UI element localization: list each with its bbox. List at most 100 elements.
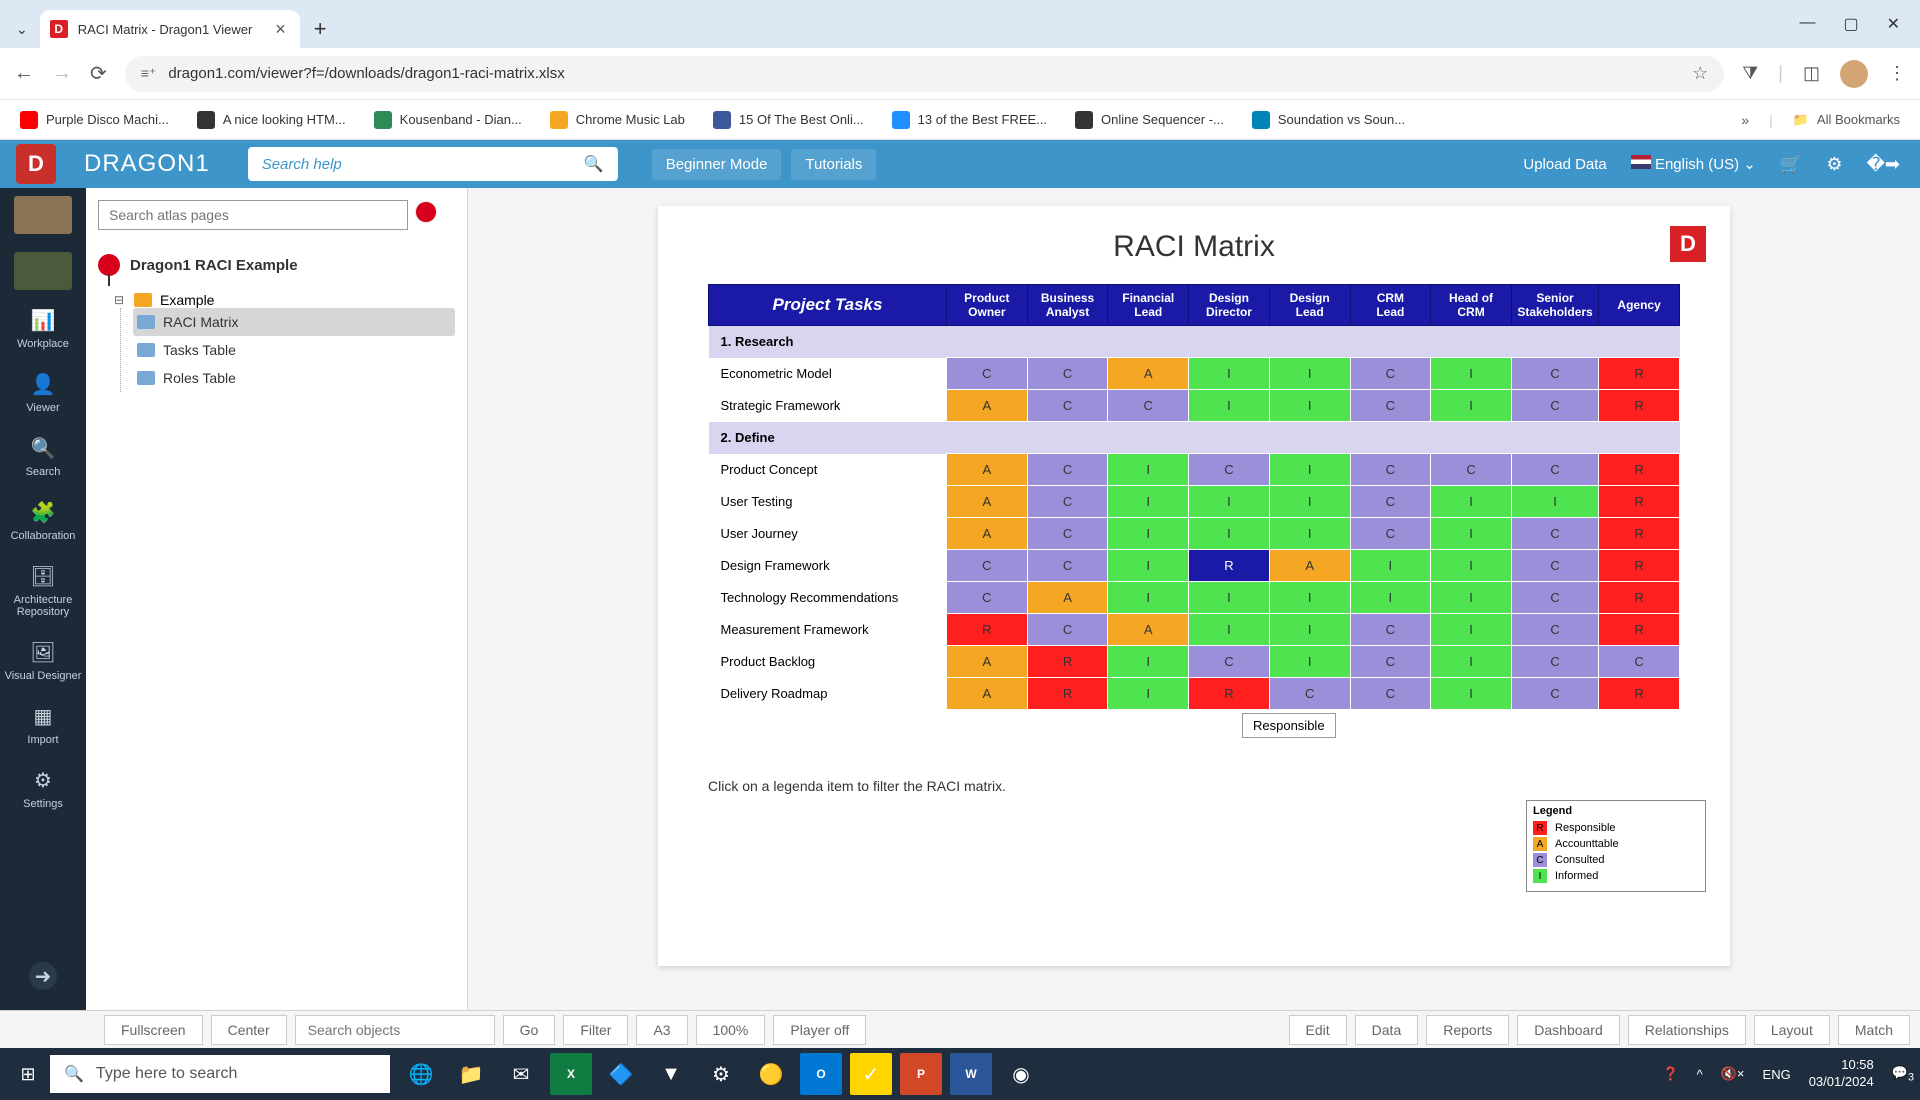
raci-cell[interactable]: C: [1108, 390, 1189, 422]
raci-cell[interactable]: C: [1350, 678, 1431, 710]
rail-import[interactable]: ▦Import: [27, 704, 58, 746]
raci-cell[interactable]: C: [1350, 614, 1431, 646]
tree-search-input[interactable]: [98, 200, 408, 230]
relationships-button[interactable]: Relationships: [1628, 1015, 1746, 1045]
tree-tasks-table[interactable]: Tasks Table: [133, 336, 455, 364]
raci-cell[interactable]: C: [1511, 550, 1598, 582]
raci-cell[interactable]: C: [1599, 646, 1680, 678]
raci-cell[interactable]: I: [1269, 486, 1350, 518]
raci-cell[interactable]: I: [1269, 582, 1350, 614]
search-help-box[interactable]: 🔍: [248, 147, 618, 181]
new-tab-button[interactable]: +: [314, 16, 327, 42]
raci-cell[interactable]: I: [1189, 582, 1270, 614]
match-button[interactable]: Match: [1838, 1015, 1910, 1045]
raci-cell[interactable]: I: [1269, 646, 1350, 678]
minimize-icon[interactable]: —: [1799, 14, 1815, 34]
all-bookmarks-button[interactable]: 📁All Bookmarks: [1793, 112, 1900, 128]
excel-icon[interactable]: X: [550, 1053, 592, 1095]
raci-cell[interactable]: A: [946, 678, 1027, 710]
raci-cell[interactable]: C: [1350, 358, 1431, 390]
raci-cell[interactable]: I: [1431, 614, 1512, 646]
browser-tab[interactable]: D RACI Matrix - Dragon1 Viewer ×: [40, 10, 300, 48]
tray-chevron-icon[interactable]: ^: [1697, 1067, 1703, 1082]
raci-cell[interactable]: R: [1599, 518, 1680, 550]
app-icon-2[interactable]: ▼: [650, 1053, 692, 1095]
profile-avatar[interactable]: [1840, 60, 1868, 88]
raci-cell[interactable]: A: [1108, 614, 1189, 646]
raci-cell[interactable]: I: [1108, 678, 1189, 710]
rail-settings[interactable]: ⚙Settings: [23, 768, 63, 810]
raci-cell[interactable]: R: [1599, 614, 1680, 646]
settings-icon[interactable]: ⚙: [700, 1053, 742, 1095]
expand-icon[interactable]: ⊟: [114, 293, 126, 307]
canvas-area[interactable]: D RACI Matrix Project TasksProductOwnerB…: [468, 188, 1920, 1010]
raci-cell[interactable]: A: [946, 646, 1027, 678]
bookmark-item[interactable]: Kousenband - Dian...: [374, 111, 522, 129]
legend-item[interactable]: CConsulted: [1533, 853, 1699, 867]
raci-cell[interactable]: I: [1511, 486, 1598, 518]
raci-cell[interactable]: C: [1027, 390, 1108, 422]
raci-cell[interactable]: I: [1108, 518, 1189, 550]
rail-thumbnail-2[interactable]: [14, 252, 72, 290]
raci-cell[interactable]: C: [1431, 454, 1512, 486]
bookmark-star-icon[interactable]: ☆: [1692, 63, 1708, 84]
raci-cell[interactable]: A: [946, 518, 1027, 550]
search-help-input[interactable]: [262, 156, 584, 173]
raci-cell[interactable]: I: [1189, 358, 1270, 390]
raci-cell[interactable]: A: [946, 390, 1027, 422]
app-icon-4[interactable]: ◉: [1000, 1053, 1042, 1095]
tree-root[interactable]: Dragon1 RACI Example: [98, 254, 455, 276]
legend-item[interactable]: IInformed: [1533, 869, 1699, 883]
rail-thumbnail-1[interactable]: [14, 196, 72, 234]
tree-roles-table[interactable]: Roles Table: [133, 364, 455, 392]
reload-button[interactable]: ⟳: [90, 61, 107, 86]
bookmark-item[interactable]: 15 Of The Best Onli...: [713, 111, 864, 129]
back-button[interactable]: ←: [14, 62, 34, 85]
raci-cell[interactable]: C: [1511, 678, 1598, 710]
legend-item[interactable]: RResponsible: [1533, 821, 1699, 835]
raci-cell[interactable]: I: [1431, 358, 1512, 390]
raci-cell[interactable]: C: [1350, 486, 1431, 518]
word-icon[interactable]: W: [950, 1053, 992, 1095]
raci-cell[interactable]: C: [1189, 646, 1270, 678]
rail-expand[interactable]: ➜: [29, 962, 57, 990]
raci-cell[interactable]: I: [1189, 390, 1270, 422]
raci-cell[interactable]: I: [1269, 614, 1350, 646]
mail-icon[interactable]: ✉: [500, 1053, 542, 1095]
raci-cell[interactable]: C: [1027, 550, 1108, 582]
raci-cell[interactable]: I: [1269, 390, 1350, 422]
raci-cell[interactable]: I: [1431, 390, 1512, 422]
app-icon-1[interactable]: 🔷: [600, 1053, 642, 1095]
raci-cell[interactable]: I: [1108, 454, 1189, 486]
settings-gear-icon[interactable]: ⚙: [1826, 154, 1842, 175]
dashboard-button[interactable]: Dashboard: [1517, 1015, 1620, 1045]
language-indicator[interactable]: ENG: [1763, 1067, 1791, 1082]
url-input[interactable]: ≡⁺ dragon1.com/viewer?f=/downloads/drago…: [125, 56, 1724, 92]
forward-button[interactable]: →: [52, 62, 72, 85]
notification-icon[interactable]: 💬3: [1892, 1065, 1914, 1084]
legend-item[interactable]: AAccounttable: [1533, 837, 1699, 851]
raci-cell[interactable]: R: [1599, 454, 1680, 486]
raci-cell[interactable]: I: [1108, 646, 1189, 678]
bookmark-item[interactable]: Soundation vs Soun...: [1252, 111, 1405, 129]
raci-cell[interactable]: I: [1431, 678, 1512, 710]
raci-cell[interactable]: C: [946, 550, 1027, 582]
exit-icon[interactable]: �➡: [1866, 154, 1900, 175]
center-button[interactable]: Center: [211, 1015, 287, 1045]
rail-visual-designer[interactable]: 🖼Visual Designer: [5, 640, 82, 682]
raci-cell[interactable]: C: [1350, 390, 1431, 422]
rail-search[interactable]: 🔍Search: [26, 436, 61, 478]
chrome-menu-icon[interactable]: ⋮: [1888, 63, 1906, 84]
raci-cell[interactable]: C: [1350, 454, 1431, 486]
raci-cell[interactable]: R: [1189, 550, 1270, 582]
raci-cell[interactable]: A: [1269, 550, 1350, 582]
beginner-mode-button[interactable]: Beginner Mode: [652, 149, 782, 180]
raci-cell[interactable]: R: [946, 614, 1027, 646]
raci-cell[interactable]: A: [1027, 582, 1108, 614]
bookmark-item[interactable]: Online Sequencer -...: [1075, 111, 1224, 129]
side-panel-icon[interactable]: ◫: [1803, 63, 1820, 84]
rail-collaboration[interactable]: 🧩Collaboration: [11, 500, 76, 542]
raci-cell[interactable]: I: [1431, 550, 1512, 582]
raci-cell[interactable]: I: [1269, 518, 1350, 550]
raci-cell[interactable]: I: [1189, 486, 1270, 518]
